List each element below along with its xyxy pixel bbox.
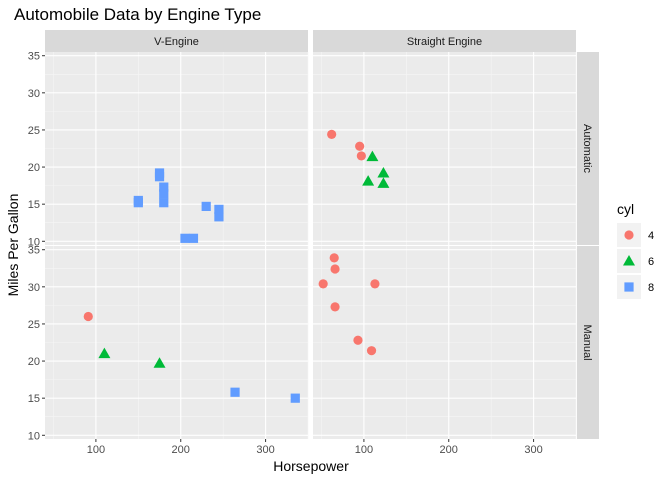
data-point (362, 175, 375, 186)
facet-panels: V-Engine Straight Engine Automatic Manual (45, 30, 599, 439)
data-point (159, 189, 169, 199)
legend-marker (624, 230, 634, 240)
data-point (83, 311, 93, 322)
facet-label-row: Automatic (581, 124, 593, 173)
data-point (214, 204, 224, 214)
y-tick-label: 10 (28, 236, 40, 248)
y-tick-label: 35 (28, 51, 40, 63)
data-point (290, 393, 300, 403)
data-point (377, 166, 390, 178)
chart-title: Automobile Data by Engine Type (14, 5, 261, 24)
data-point (159, 182, 169, 192)
y-tick-label: 30 (28, 282, 40, 294)
data-point (214, 212, 224, 222)
y-axis-title: Miles Per Gallon (5, 194, 21, 297)
data-point (133, 198, 143, 208)
y-tick-label: 10 (28, 430, 40, 442)
data-point (353, 335, 363, 345)
data-point (356, 151, 366, 161)
data-point (366, 346, 377, 356)
data-point (180, 233, 190, 243)
legend-label: 4 (648, 230, 654, 242)
data-point (188, 233, 199, 243)
y-tick-label: 25 (28, 125, 40, 137)
x-tick-label: 200 (440, 444, 458, 456)
y-tick-label: 35 (28, 245, 40, 257)
data-point (366, 150, 379, 162)
point-group (318, 253, 380, 356)
data-point (370, 279, 380, 289)
facet-panel (313, 52, 577, 245)
y-tick-label: 30 (28, 88, 40, 100)
facet-strip-row (577, 52, 599, 245)
x-tick-label: 300 (256, 444, 274, 456)
y-tick-label: 20 (28, 356, 40, 368)
point-group (83, 311, 300, 403)
data-point (154, 168, 165, 178)
data-point (327, 129, 337, 139)
facet-label-row: Manual (581, 324, 593, 360)
facet-panel (45, 246, 309, 439)
data-point (230, 387, 240, 397)
point-group (133, 168, 224, 243)
legend-label: 6 (648, 256, 654, 268)
facet-label-col: Straight Engine (407, 36, 482, 48)
data-point (159, 198, 169, 208)
facet-panel (313, 246, 577, 439)
point-group (327, 129, 390, 188)
facet-strip-col (313, 30, 576, 52)
x-tick-labels: 100 200 300 100 200 300 (87, 439, 543, 456)
data-point (201, 201, 211, 211)
legend-marker (624, 282, 634, 292)
x-tick-label: 300 (524, 444, 542, 456)
facet-strip-col (45, 30, 308, 52)
data-point (377, 177, 390, 188)
legend-title: cyl (617, 201, 634, 217)
x-tick-label: 100 (355, 444, 373, 456)
facet-panel (45, 52, 309, 245)
y-tick-label: 15 (28, 393, 40, 405)
data-point (329, 253, 339, 263)
y-tick-label: 20 (28, 162, 40, 174)
legend-marker (623, 255, 635, 266)
x-axis-title: Horsepower (273, 458, 349, 474)
data-point (98, 347, 111, 359)
x-tick-label: 100 (87, 444, 105, 456)
y-tick-label: 25 (28, 319, 40, 331)
data-point (318, 279, 328, 289)
x-tick-label: 200 (172, 444, 190, 456)
legend-label: 8 (648, 282, 654, 294)
y-tick-label: 15 (28, 199, 40, 211)
data-point (330, 302, 340, 312)
data-point (153, 357, 166, 368)
facet-strip-row (577, 246, 599, 439)
data-point (330, 264, 340, 274)
facet-label-col: V-Engine (154, 36, 199, 48)
data-point (355, 141, 365, 151)
legend: cyl 4 6 8 (617, 201, 654, 299)
